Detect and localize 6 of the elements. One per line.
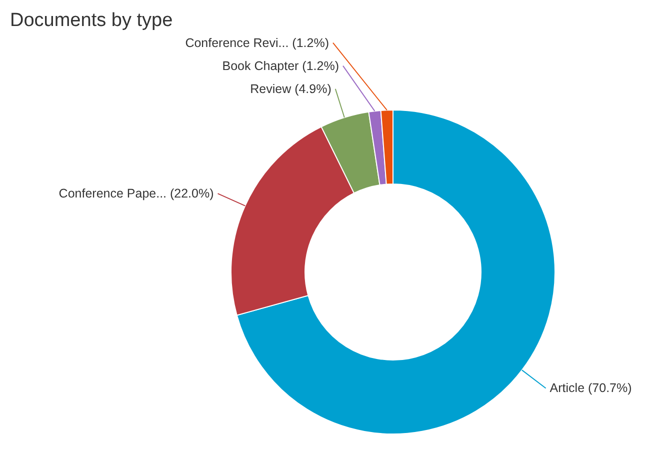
slice-label: Article (70.7%) — [550, 381, 632, 396]
slice-label: Book Chapter (1.2%) — [222, 58, 339, 73]
chart-title: Documents by type — [10, 10, 173, 31]
slice-label: Review (4.9%) — [250, 82, 332, 96]
slice-label: Conference Revi... (1.2%) — [185, 36, 329, 50]
slice-label: Conference Pape... (22.0%) — [58, 186, 214, 201]
